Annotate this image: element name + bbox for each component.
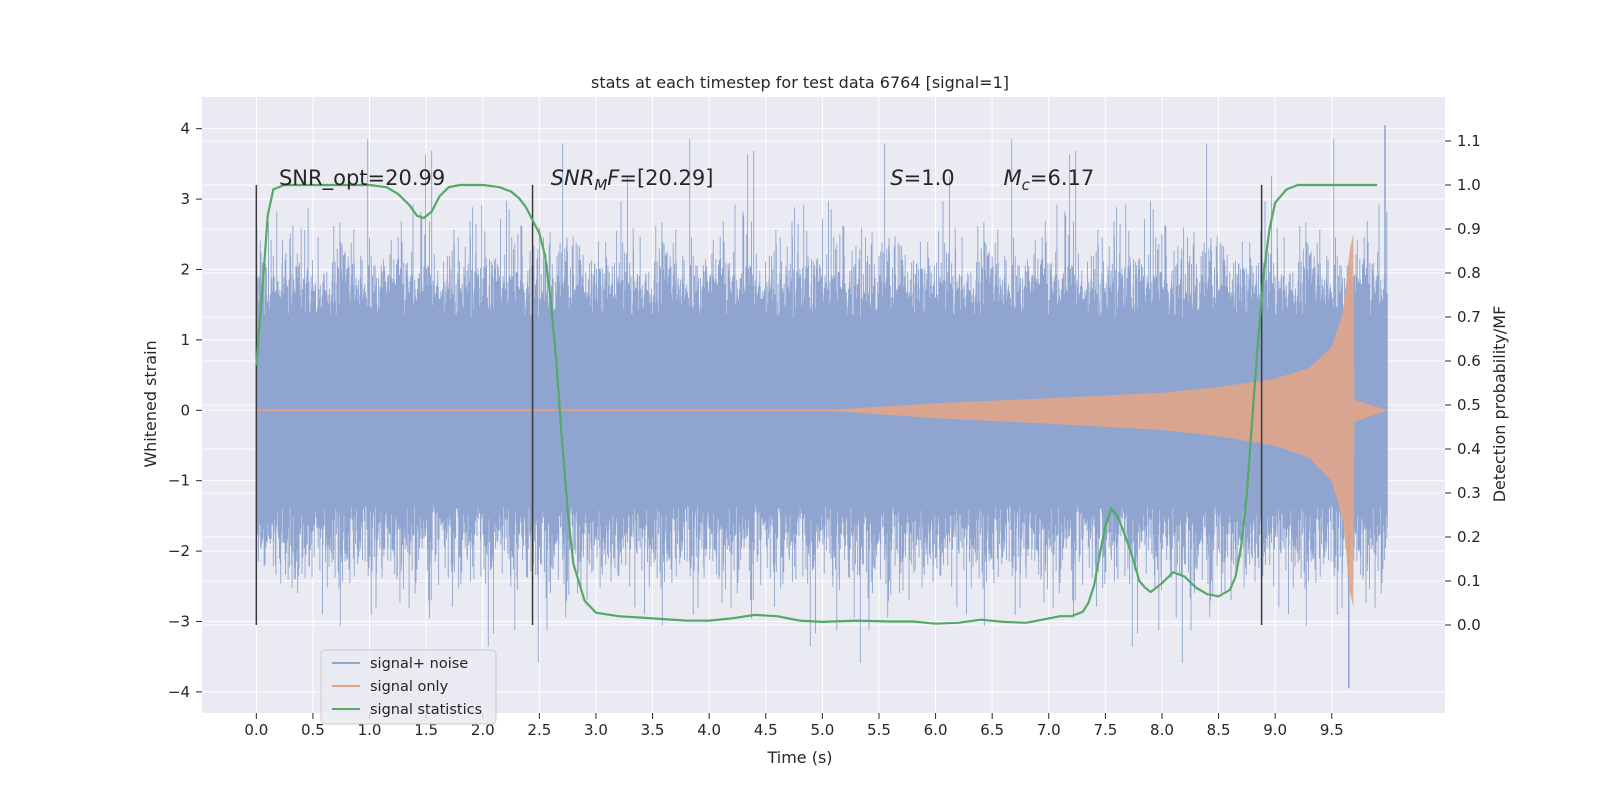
legend: signal+ noise signal only signal statist… — [320, 649, 497, 725]
annotation-text: Mc=6.17 — [1003, 166, 1094, 194]
legend-box — [320, 649, 497, 725]
x-tick-label: 0.5 — [301, 721, 325, 739]
legend-label-noise: signal+ noise — [370, 656, 468, 672]
y-right-tick-label: 0.4 — [1457, 440, 1481, 458]
x-tick-label: 2.0 — [471, 721, 495, 739]
y-right-tick-label: 0.6 — [1457, 352, 1481, 370]
annotation-text: SNRMF=[20.29] — [551, 166, 714, 194]
y-right-tick-label: 0.5 — [1457, 396, 1481, 414]
y-axis-label-left: Whitened strain — [141, 340, 160, 467]
x-tick-label: 1.5 — [414, 721, 438, 739]
y-tick-label: −4 — [168, 683, 190, 701]
legend-label-signal: signal only — [370, 679, 449, 695]
chart-title: stats at each timestep for test data 676… — [591, 73, 1009, 92]
x-tick-label: 1.0 — [358, 721, 382, 739]
x-tick-label: 9.0 — [1263, 721, 1287, 739]
x-tick-label: 6.5 — [980, 721, 1004, 739]
y-tick-label: −2 — [168, 542, 190, 560]
y-tick-label: 3 — [180, 190, 190, 208]
y-right-tick-label: 1.1 — [1457, 132, 1481, 150]
y-tick-label: −3 — [168, 612, 190, 630]
vertical-markers — [255, 185, 1263, 625]
y-right-tick-label: 0.9 — [1457, 220, 1481, 238]
x-tick-label: 0.0 — [244, 721, 268, 739]
y-right-tick-label: 0.3 — [1457, 484, 1481, 502]
signal-statistics-line — [255, 183, 1378, 625]
y-right-tick-label: 1.0 — [1457, 176, 1481, 194]
x-tick-label: 4.5 — [754, 721, 778, 739]
y-right-tick-label: 0.7 — [1457, 308, 1481, 326]
y-tick-label: 2 — [180, 260, 190, 278]
x-tick-label: 2.5 — [527, 721, 551, 739]
x-tick-label: 4.0 — [697, 721, 721, 739]
x-tick-label: 8.5 — [1207, 721, 1231, 739]
y-tick-label: 1 — [180, 331, 190, 349]
x-tick-label: 3.5 — [641, 721, 665, 739]
x-tick-label: 5.0 — [810, 721, 834, 739]
y-ticks-left: 4 3 2 1 0 −1 −2 −3 −4 — [168, 120, 202, 701]
annotation-text: SNR_opt=20.99 — [279, 166, 445, 191]
x-tick-label: 8.0 — [1150, 721, 1174, 739]
y-right-tick-label: 0.8 — [1457, 264, 1481, 282]
y-ticks-right: 1.1 1.0 0.9 0.8 0.7 0.6 0.5 0.4 0.3 0.2 0.1 0.0 — [1445, 132, 1481, 634]
y-tick-label: 0 — [180, 401, 190, 419]
y-tick-label: 4 — [180, 120, 190, 138]
x-tick-label: 9.5 — [1320, 721, 1344, 739]
y-tick-label: −1 — [168, 472, 190, 490]
x-axis-label: Time (s) — [766, 748, 832, 767]
x-tick-label: 3.0 — [584, 721, 608, 739]
x-tick-label: 5.5 — [867, 721, 891, 739]
x-tick-label: 7.5 — [1093, 721, 1117, 739]
y-right-tick-label: 0.1 — [1457, 572, 1481, 590]
y-axis-label-right: Detection probability/MF — [1490, 306, 1509, 503]
x-ticks: 0.0 0.5 1.0 1.5 2.0 2.5 3.0 3.5 4.0 4.5 5.0 5.5 6.0 6… — [244, 713, 1344, 739]
signal-only-series — [256, 234, 1388, 608]
signal-only-envelope — [256, 234, 1388, 608]
x-tick-label: 7.0 — [1037, 721, 1061, 739]
y-right-tick-label: 0.0 — [1457, 616, 1481, 634]
y-right-tick-label: 0.2 — [1457, 528, 1481, 546]
x-tick-label: 6.0 — [924, 721, 948, 739]
annotations: SNR_opt=20.99 SNRMF=[20.29] S=1.0 Mc=6.17 — [279, 166, 1094, 194]
annotation-text: S=1.0 — [890, 166, 954, 190]
legend-label-stats: signal statistics — [370, 702, 482, 718]
